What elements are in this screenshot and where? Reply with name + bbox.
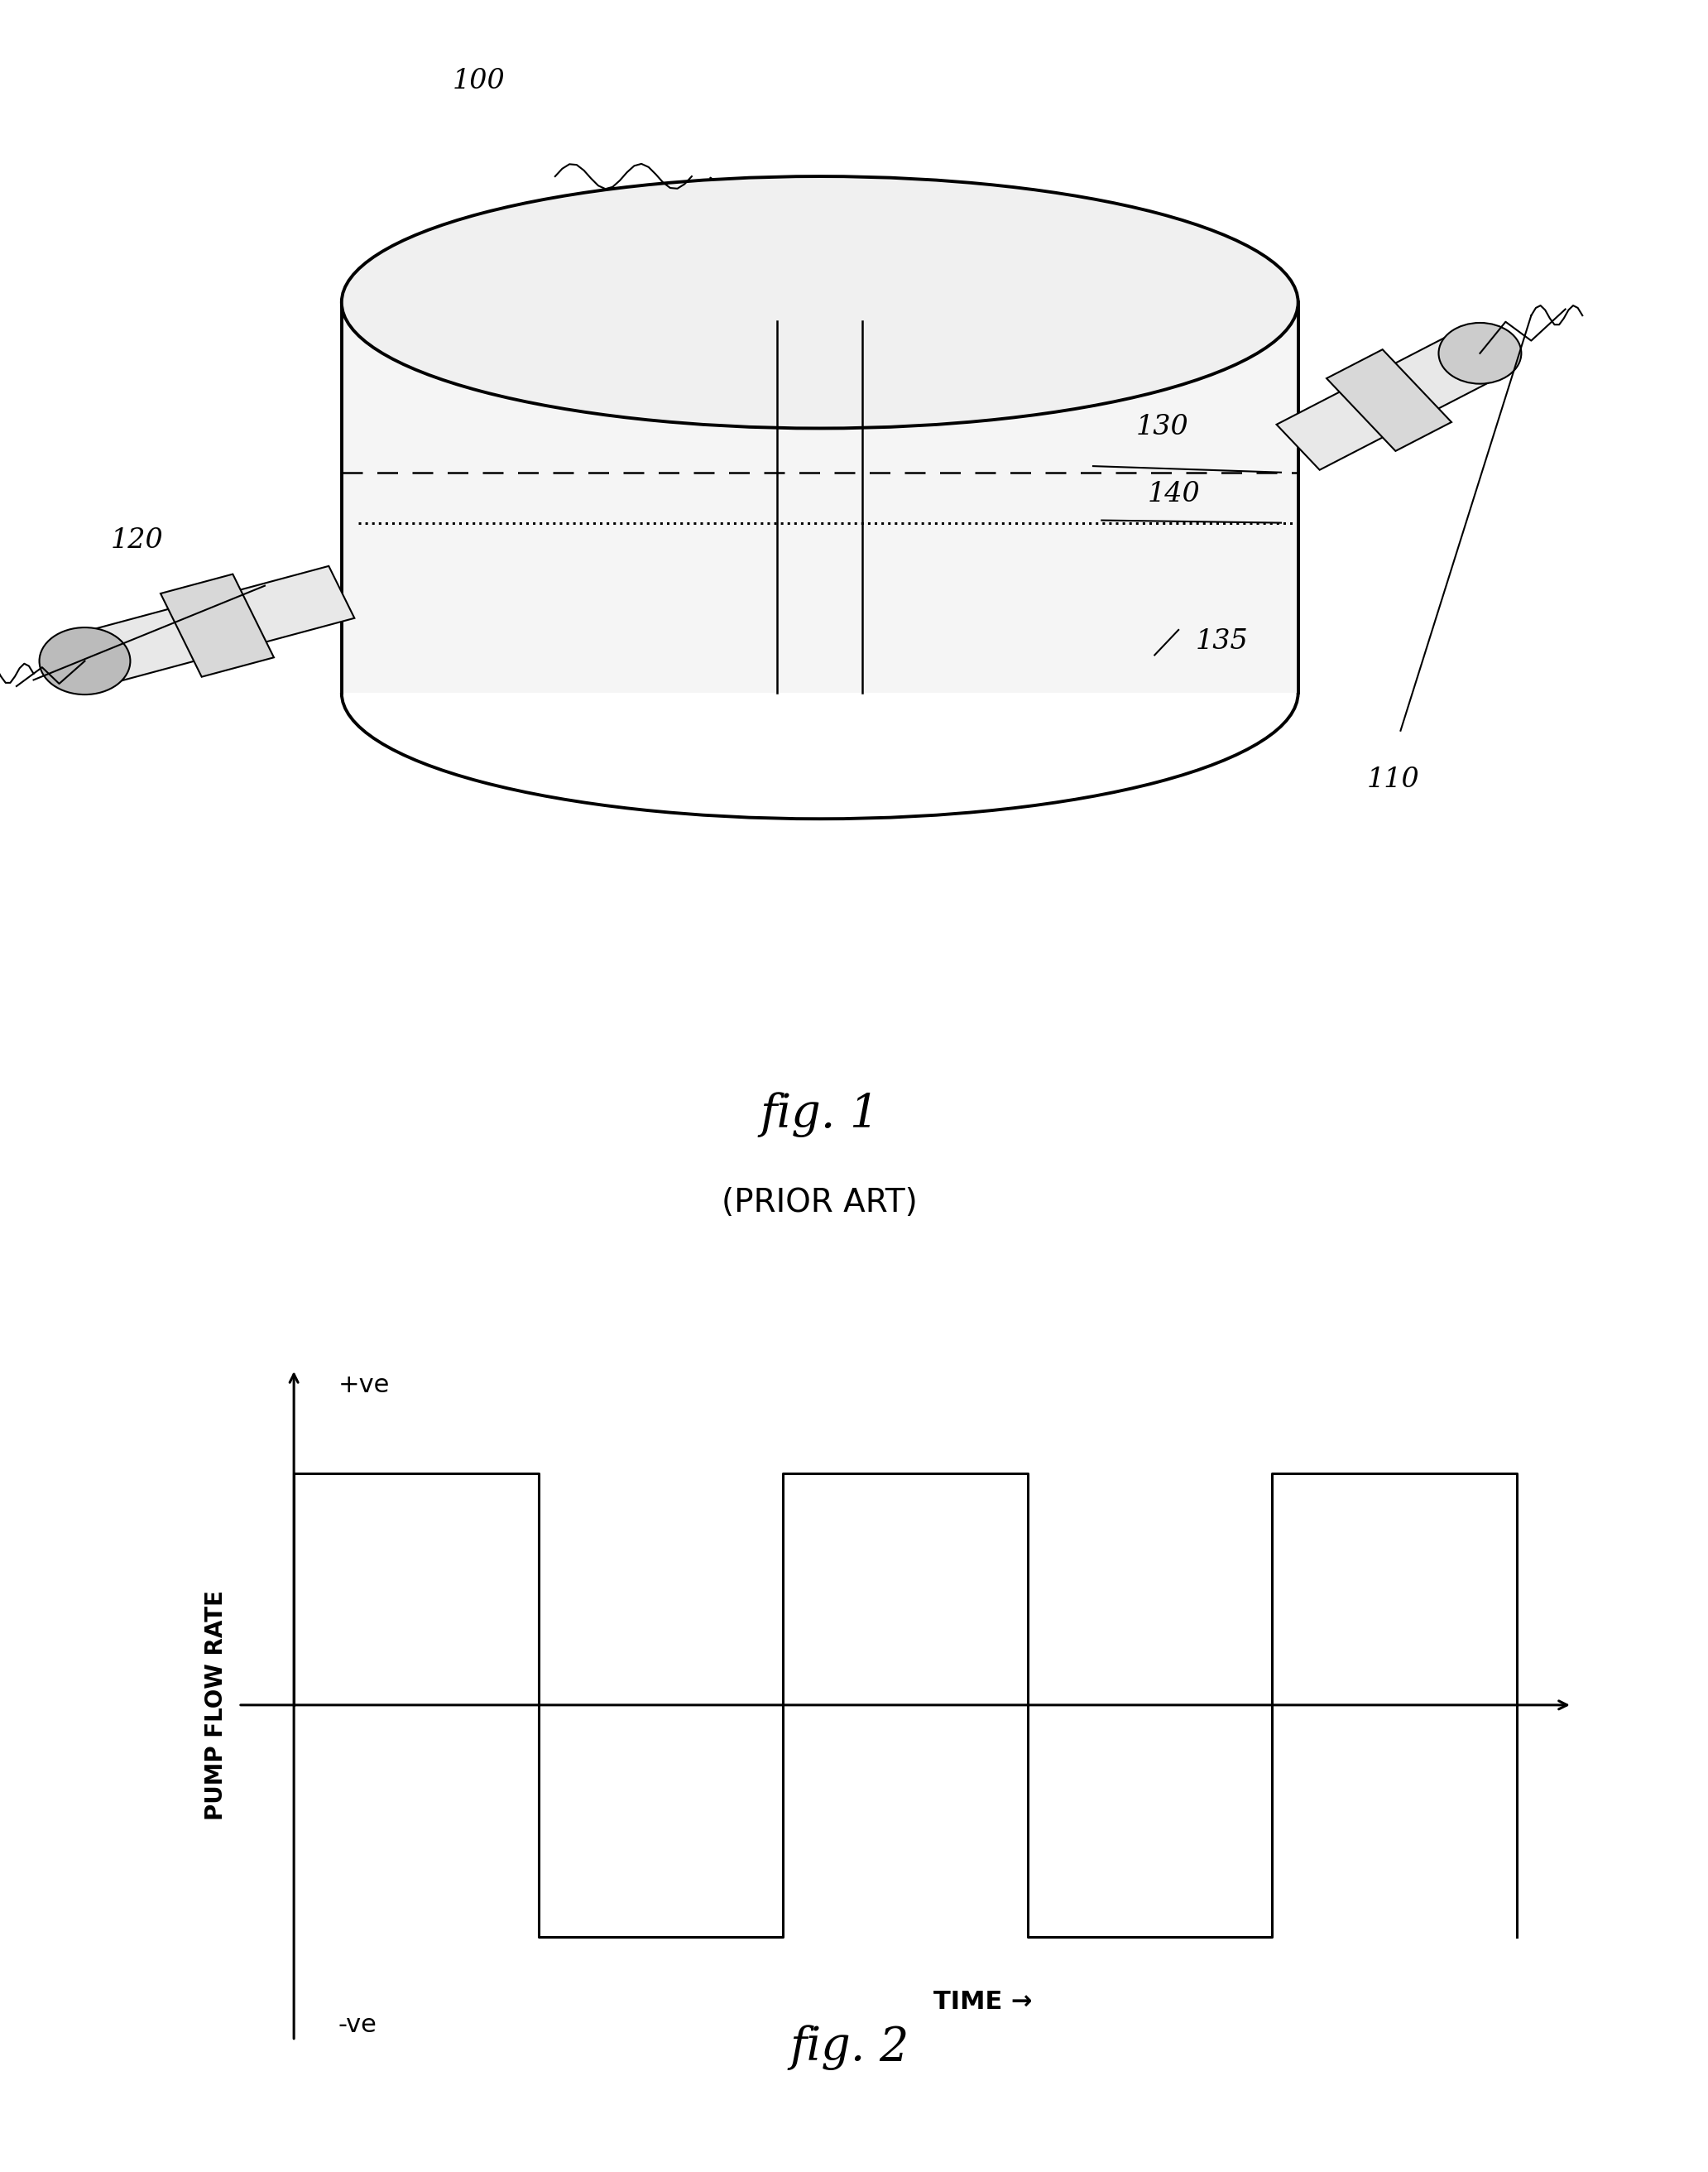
Text: 140: 140 <box>1148 480 1201 508</box>
Text: PUMP FLOW RATE: PUMP FLOW RATE <box>205 1590 227 1820</box>
Text: 130: 130 <box>1136 415 1189 441</box>
Text: fig. 1: fig. 1 <box>760 1093 880 1138</box>
Text: -ve: -ve <box>338 2013 377 2037</box>
Text: 120: 120 <box>111 528 164 554</box>
Polygon shape <box>1276 330 1501 469</box>
Polygon shape <box>161 573 273 678</box>
Ellipse shape <box>39 628 130 695</box>
Text: TIME →: TIME → <box>934 1990 1032 2013</box>
Ellipse shape <box>342 176 1298 428</box>
Polygon shape <box>72 567 355 686</box>
Ellipse shape <box>1438 324 1522 384</box>
Text: fig. 2: fig. 2 <box>791 2024 909 2070</box>
Text: (PRIOR ART): (PRIOR ART) <box>722 1188 917 1218</box>
Text: 100: 100 <box>453 67 506 93</box>
Text: 135: 135 <box>1196 628 1249 654</box>
Polygon shape <box>1327 350 1452 452</box>
Polygon shape <box>342 302 1298 693</box>
Text: 110: 110 <box>1366 767 1419 793</box>
Text: +ve: +ve <box>338 1373 389 1397</box>
